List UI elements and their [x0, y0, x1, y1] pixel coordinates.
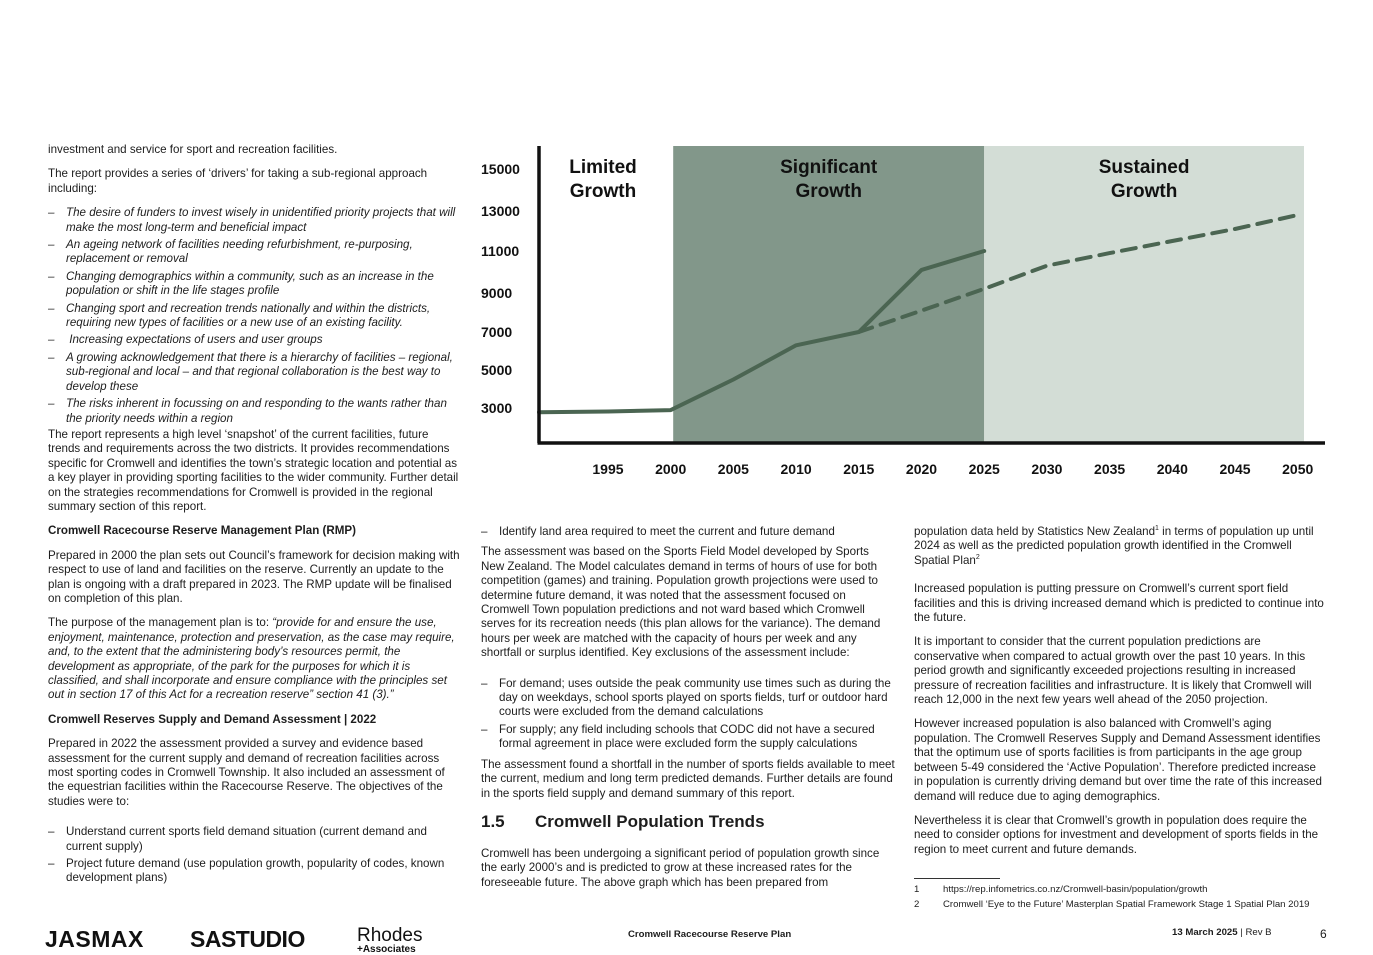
phase-label: Growth [570, 181, 637, 202]
section-title: Cromwell Population Trends [535, 811, 765, 831]
x-tick-label: 2045 [1219, 461, 1250, 477]
conclusion-paragraph: Nevertheless it is clear that Cromwell’s… [914, 813, 1319, 856]
page-number: 6 [1320, 927, 1327, 941]
middle-column: Identify land area required to meet the … [481, 525, 895, 900]
x-tick-label: 2000 [655, 461, 686, 477]
x-tick-label: 2015 [843, 461, 874, 477]
footnote-1: 1 https://rep.infometrics.co.nz/Cromwell-… [914, 884, 1207, 896]
left-column: investment and service for sport and rec… [48, 143, 460, 896]
y-tick-label: 13000 [481, 203, 520, 219]
actual-population-line [537, 249, 987, 415]
y-tick-label: 9000 [481, 285, 512, 301]
intro-continuation: investment and service for sport and rec… [48, 143, 338, 156]
projected-population-line [856, 213, 1300, 334]
objective-item: Understand current sports field demand s… [48, 825, 460, 854]
phase-label: Growth [795, 181, 862, 202]
objectives-list: Understand current sports field demand s… [48, 825, 460, 886]
rhodes-associates-logo: Rhodes +Associates [357, 926, 423, 955]
driver-item: The desire of funders to invest wisely i… [48, 206, 460, 235]
footnote-ref-2: 2 [975, 553, 980, 561]
driver-item: Increasing expectations of users and use… [48, 333, 460, 348]
y-tick-label: 5000 [481, 362, 512, 378]
footnote-2: 2 Cromwell ‘Eye to the Future’ Masterplan… [914, 899, 1310, 911]
x-tick-label: 1995 [592, 461, 623, 477]
purpose-lead: The purpose of the management plan is to… [48, 616, 273, 630]
driver-item: Changing demographics within a community… [48, 270, 460, 299]
x-tick-label: 2005 [718, 461, 749, 477]
shortfall-paragraph: The assessment found a shortfall in the … [481, 757, 895, 800]
snapshot-paragraph: The report represents a high level ‘snap… [48, 427, 459, 513]
predictions-paragraph: It is important to consider that the cur… [914, 635, 1312, 707]
sastudio-logo: SASTUDIO [190, 926, 305, 952]
y-tick-label: 7000 [481, 324, 512, 340]
exclusion-item: For supply; any field including schools … [481, 723, 895, 752]
phase-band [539, 146, 674, 443]
driver-item: A growing acknowledgement that there is … [48, 351, 460, 394]
footer-date: 13 March 2025 | Rev B [1172, 927, 1272, 938]
phase-label: Sustained [1099, 157, 1190, 178]
model-paragraph: The assessment was based on the Sports F… [481, 545, 881, 660]
jasmax-logo: JASMAX [45, 926, 144, 952]
footer-date-value: 13 March 2025 [1172, 927, 1238, 938]
x-tick-label: 2050 [1282, 461, 1313, 477]
chart-phase-bands [539, 146, 1304, 443]
section-number: 1.5 [481, 811, 505, 831]
x-tick-label: 2030 [1031, 461, 1062, 477]
chart-phase-labels: Limited Growth Significant Growth Sustained G… [569, 157, 1189, 202]
footnote-number: 2 [914, 899, 920, 910]
footnote-text: https://rep.infometrics.co.nz/Cromwell-b… [943, 884, 1208, 895]
footer-revision: Rev B [1245, 927, 1272, 938]
driver-item: An ageing network of facilities needing … [48, 238, 460, 267]
objectives-list-continued: Identify land area required to meet the … [481, 525, 895, 540]
chart-series [537, 213, 1300, 415]
pressure-paragraph: Increased population is putting pressure… [914, 582, 1324, 625]
footnote-ref-1: 1 [1155, 525, 1159, 533]
exclusion-item: For demand; uses outside the peak commun… [481, 677, 895, 720]
x-tick-label: 2025 [969, 461, 1000, 477]
supply-demand-heading: Cromwell Reserves Supply and Demand Asse… [48, 712, 377, 726]
objective-item: Identify land area required to meet the … [481, 525, 895, 540]
phase-label: Growth [1111, 181, 1178, 202]
phase-label: Significant [780, 157, 878, 178]
right-column: population data held by Statistics New Z… [914, 525, 1326, 867]
phase-label: Limited [569, 157, 637, 178]
supply-demand-paragraph: Prepared in 2022 the assessment provided… [48, 737, 445, 808]
drivers-list: The desire of funders to invest wisely i… [48, 206, 460, 426]
p1-text-b: in terms of population up until 2024 as … [914, 525, 1314, 567]
footnote-number: 1 [914, 884, 920, 895]
y-tick-label: 11000 [481, 243, 519, 259]
growth-paragraph: Cromwell has been undergoing a significa… [481, 846, 880, 889]
purpose-paragraph: The purpose of the management plan is to… [48, 616, 460, 702]
aging-paragraph: However increased population is also bal… [914, 717, 1322, 803]
p1-text-a: population data held by Statistics New Z… [914, 525, 1156, 538]
population-growth-chart: Limited Growth Significant Growth Sustained G… [481, 146, 1325, 477]
population-data-paragraph: population data held by Statistics New Z… [914, 525, 1326, 568]
driver-item: The risks inherent in focussing on and r… [48, 397, 460, 426]
y-tick-label: 15000 [481, 161, 520, 177]
x-tick-label: 2035 [1094, 461, 1125, 477]
purpose-quote: “provide for and ensure the use, enjoyme… [48, 616, 455, 702]
phase-band [673, 146, 985, 443]
drivers-intro: The report provides a series of ‘drivers… [48, 167, 428, 195]
footnote-rule [914, 878, 1000, 879]
x-tick-label: 2040 [1157, 461, 1188, 477]
rhodes-logo-sub: +Associates [357, 944, 416, 955]
rmp-paragraph: Prepared in 2000 the plan sets out Counc… [48, 548, 460, 605]
footer-document-title: Cromwell Racecourse Reserve Plan [628, 929, 792, 940]
x-tick-label: 2020 [906, 461, 937, 477]
chart-y-tick-labels: 15000 13000 11000 9000 7000 5000 3000 [481, 161, 520, 416]
footnote-text: Cromwell ‘Eye to the Future’ Masterplan … [943, 899, 1310, 910]
footer-separator: | [1237, 927, 1246, 938]
section-heading: 1.5 Cromwell Population Trends [481, 811, 895, 833]
rhodes-logo-main: Rhodes [357, 925, 423, 946]
x-tick-label: 2010 [781, 461, 812, 477]
chart-x-tick-labels: 1995 2000 2005 2010 2015 2020 2025 2030 2035 2040… [592, 461, 1313, 477]
phase-band [984, 146, 1304, 443]
rmp-heading: Cromwell Racecourse Reserve Management P… [48, 524, 356, 538]
y-tick-label: 3000 [481, 400, 512, 416]
exclusions-list: For demand; uses outside the peak commun… [481, 677, 895, 752]
driver-item: Changing sport and recreation trends nat… [48, 302, 460, 331]
objective-item: Project future demand (use population gr… [48, 857, 460, 886]
